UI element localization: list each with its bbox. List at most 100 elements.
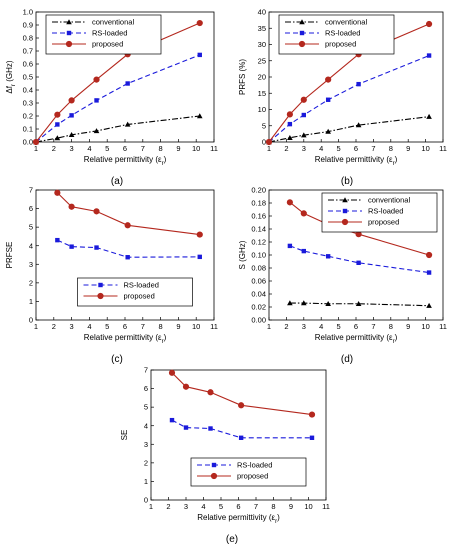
x-tick-label: 11 [322, 502, 330, 511]
x-tick-label: 5 [337, 322, 341, 331]
legend-label-proposed: proposed [237, 472, 268, 481]
legend-box [190, 457, 307, 487]
legend-label-proposed: proposed [368, 218, 399, 227]
legend-marker-rs-loaded [299, 30, 305, 36]
legend-box [77, 277, 193, 307]
legend-label-rs-loaded: RS-loaded [92, 29, 127, 38]
data-point-proposed [265, 138, 273, 146]
x-axis-label: Relative permittivity (εr) [197, 513, 280, 525]
x-tick-label: 8 [389, 322, 393, 331]
x-tick-label: 11 [439, 144, 447, 153]
x-tick-label: 1 [267, 322, 271, 331]
y-tick-label: 0 [29, 316, 33, 325]
x-tick-label: 4 [319, 322, 323, 331]
y-tick-label: 1.0 [23, 8, 33, 17]
data-point-conventional [54, 135, 61, 141]
panel-letter-a: (a) [111, 176, 123, 187]
data-point-rs-loaded [325, 254, 331, 259]
y-tick-label: 0.16 [251, 212, 266, 221]
data-point-rs-loaded [287, 121, 293, 127]
x-tick-label: 1 [34, 322, 38, 331]
y-axis-label: SE [120, 430, 129, 441]
legend-marker-proposed [210, 472, 218, 480]
x-tick-label: 10 [192, 322, 200, 331]
data-point-proposed [286, 199, 293, 206]
y-tick-label: 7 [29, 186, 33, 195]
data-point-conventional [196, 113, 203, 119]
legend-label-proposed: proposed [325, 40, 356, 49]
data-point-conventional [93, 128, 100, 134]
data-point-rs-loaded [301, 112, 306, 118]
data-point-rs-loaded [287, 243, 293, 249]
y-tick-label: 0.20 [251, 186, 266, 195]
x-tick-label: 6 [354, 322, 358, 331]
legend-marker-proposed [65, 40, 73, 48]
x-tick-label: 6 [354, 144, 358, 153]
x-tick-label: 10 [304, 502, 312, 511]
y-tick-label: 0.1 [23, 125, 33, 134]
y-tick-label: 0 [144, 496, 148, 505]
data-point-rs-loaded [69, 244, 74, 249]
data-point-conventional [355, 300, 362, 306]
data-point-conventional [325, 300, 331, 306]
legend-marker-rs-loaded [98, 282, 103, 288]
data-point-proposed [196, 231, 203, 238]
legend-marker-rs-loaded [66, 30, 72, 36]
data-point-proposed [68, 203, 75, 210]
data-point-rs-loaded [183, 425, 189, 430]
x-tick-label: 4 [87, 144, 91, 153]
x-tick-label: 7 [141, 322, 145, 331]
data-point-proposed [32, 138, 40, 146]
data-point-proposed [54, 189, 61, 196]
y-tick-label: 2 [144, 458, 148, 467]
data-point-proposed [325, 76, 332, 83]
data-point-rs-loaded [301, 248, 306, 254]
y-tick-label: 0.02 [251, 303, 266, 312]
x-tick-label: 6 [123, 144, 127, 153]
y-tick-label: 0.14 [251, 225, 266, 234]
x-tick-label: 10 [192, 144, 200, 153]
data-point-conventional [287, 134, 293, 140]
series-line-conventional [35, 115, 200, 143]
legend-marker-proposed [298, 40, 306, 48]
y-tick-label: 0.0 [23, 138, 33, 147]
y-tick-label: 25 [258, 56, 266, 65]
data-point-proposed [300, 96, 307, 103]
data-point-proposed [93, 208, 100, 215]
data-point-rs-loaded [426, 53, 432, 58]
data-point-proposed [238, 402, 245, 409]
x-tick-label: 3 [184, 502, 188, 511]
x-tick-label: 4 [319, 144, 323, 153]
legend: conventional RS-loaded proposed [278, 14, 395, 55]
y-tick-label: 0.3 [23, 99, 33, 108]
y-tick-label: 0.06 [251, 277, 266, 286]
x-tick-label: 4 [201, 502, 205, 511]
x-tick-label: 2 [284, 144, 288, 153]
data-point-proposed [54, 111, 61, 118]
y-tick-label: 0.18 [251, 199, 266, 208]
legend: RS-loaded proposed [190, 457, 307, 487]
data-point-conventional [287, 300, 293, 306]
y-tick-label: 0.2 [23, 112, 33, 121]
y-tick-label: 6 [144, 384, 148, 393]
x-tick-label: 9 [176, 144, 180, 153]
panel-letter-b: (b) [341, 176, 353, 187]
data-point-proposed [68, 97, 75, 104]
data-point-conventional [301, 132, 307, 138]
x-tick-label: 4 [87, 322, 91, 331]
y-tick-label: 5 [29, 223, 33, 232]
data-point-conventional [426, 302, 432, 308]
x-tick-label: 9 [176, 322, 180, 331]
data-point-rs-loaded [238, 435, 244, 440]
data-point-proposed [93, 76, 100, 83]
data-point-rs-loaded [125, 81, 130, 86]
x-tick-label: 3 [302, 322, 306, 331]
y-tick-label: 0.7 [23, 47, 33, 56]
y-tick-label: 5 [262, 121, 266, 130]
data-point-rs-loaded [94, 245, 99, 250]
x-tick-label: 5 [105, 322, 109, 331]
data-point-rs-loaded [69, 113, 74, 118]
data-point-proposed [207, 389, 214, 396]
data-point-proposed [182, 383, 190, 390]
